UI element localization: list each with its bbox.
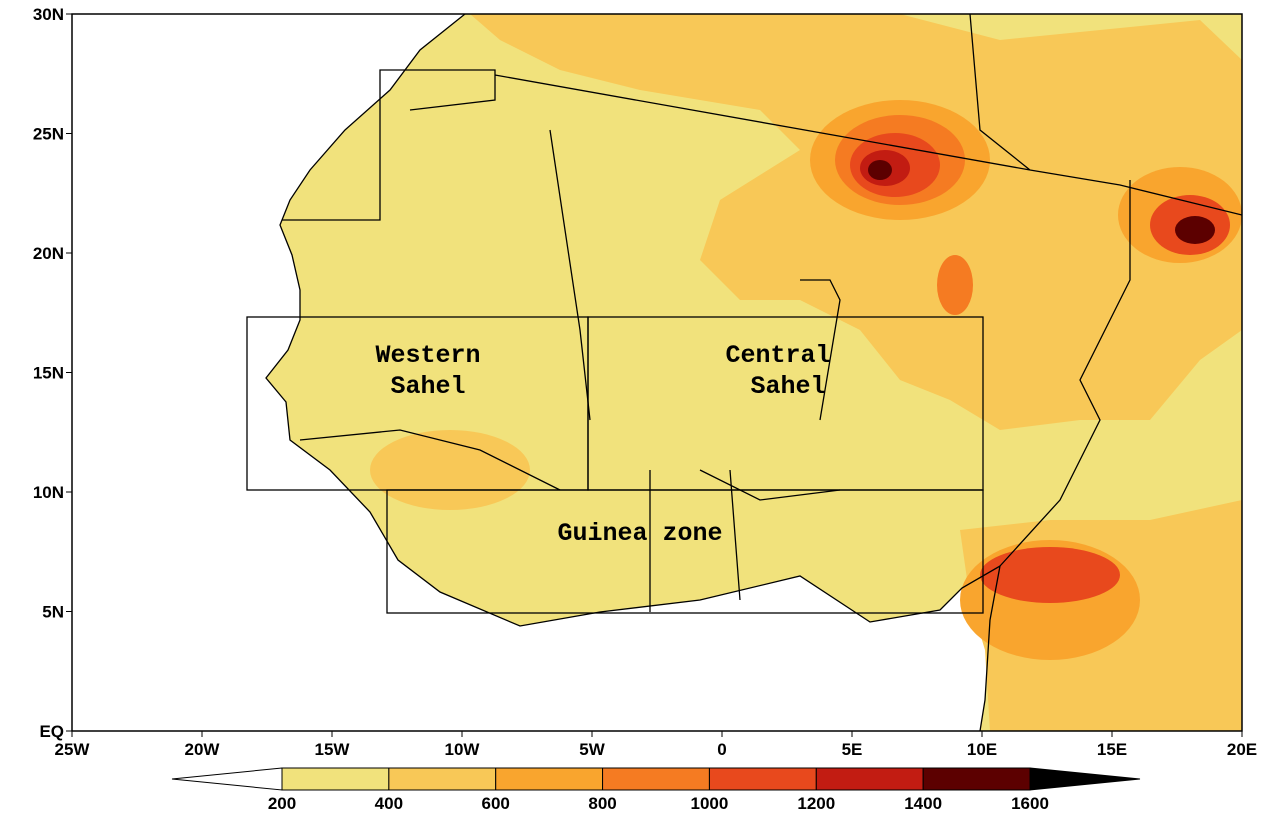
shading-800 (937, 255, 973, 315)
colorbar-label: 600 (482, 794, 510, 813)
colorbar-label: 1200 (797, 794, 835, 813)
x-tick-label: 10E (967, 740, 997, 759)
y-tick-label: 10N (33, 483, 64, 502)
region-label: Sahel (750, 372, 825, 401)
region-label: Central (725, 341, 830, 370)
colorbar-bin (602, 767, 710, 791)
x-tick-label: 15E (1097, 740, 1127, 759)
region-box (386, 489, 984, 614)
colorbar-label: 1000 (691, 794, 729, 813)
region-label: Western (375, 341, 480, 370)
y-tick-label: 25N (33, 125, 64, 144)
colorbar-label: 1600 (1011, 794, 1049, 813)
x-tick-label: 5E (842, 740, 863, 759)
colorbar-bin (388, 767, 497, 791)
x-tick-label: 20E (1227, 740, 1257, 759)
country-border (282, 14, 1242, 612)
x-tick-label: 5W (579, 740, 605, 759)
colorbar-bin (708, 767, 817, 791)
shading-1000 (980, 547, 1120, 603)
shading-1400 (868, 160, 892, 180)
colorbar-bin (495, 767, 604, 791)
shading-400 (470, 14, 1242, 430)
x-tick-label: 10W (445, 740, 481, 759)
x-tick-label: 20W (185, 740, 221, 759)
y-tick-label: EQ (39, 722, 64, 741)
colorbar-bin (815, 767, 924, 791)
colorbar-bin (922, 767, 1031, 791)
y-tick-label: 15N (33, 364, 64, 383)
y-tick-label: 30N (33, 5, 64, 24)
colorbar-label: 1400 (904, 794, 942, 813)
coastline (265, 14, 1001, 731)
colorbar-label: 200 (268, 794, 296, 813)
shading-1400 (1175, 216, 1215, 244)
colorbar-label: 800 (588, 794, 616, 813)
colorbar-extend (1029, 767, 1141, 791)
x-tick-label: 15W (315, 740, 351, 759)
colorbar-bin (281, 767, 390, 791)
x-tick-label: 0 (717, 740, 726, 759)
colorbar-extend (171, 767, 283, 791)
region-label: Guinea zone (557, 519, 722, 548)
x-tick-label: 25W (55, 740, 91, 759)
y-tick-label: 20N (33, 244, 64, 263)
y-tick-label: 5N (42, 603, 64, 622)
colorbar-label: 400 (375, 794, 403, 813)
map-body (72, 14, 1242, 731)
region-label: Sahel (390, 372, 465, 401)
